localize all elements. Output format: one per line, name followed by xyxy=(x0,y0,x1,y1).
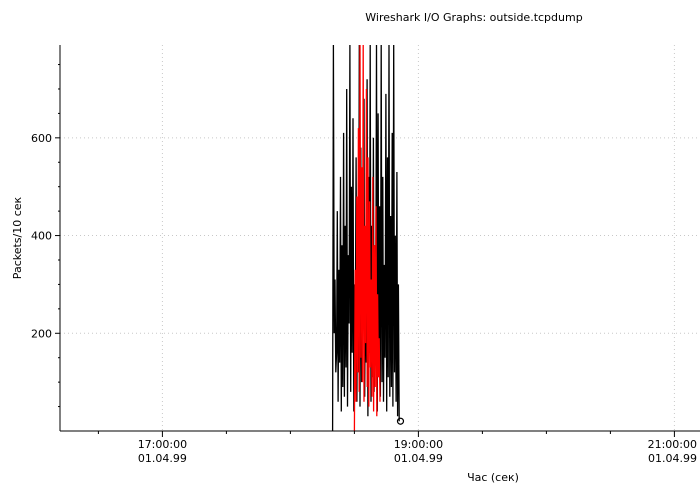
end-marker xyxy=(396,417,405,425)
series-lines xyxy=(331,44,405,432)
y-tick-label: 200 xyxy=(31,327,52,340)
x-tick-time: 17:00:00 xyxy=(138,438,187,451)
chart-title: Wireshark I/O Graphs: outside.tcpdump xyxy=(365,11,582,24)
x-tick-date: 01.04.99 xyxy=(394,452,443,465)
axis-ticks: 20040060017:00:0001.04.9919:00:0001.04.9… xyxy=(31,64,697,465)
x-tick-time: 19:00:00 xyxy=(394,438,443,451)
x-tick-date: 01.04.99 xyxy=(648,452,697,465)
x-tick-date: 01.04.99 xyxy=(138,452,187,465)
y-axis-label: Packets/10 сек xyxy=(11,196,24,279)
x-tick-time: 21:00:00 xyxy=(648,438,697,451)
x-axis-label: Час (сек) xyxy=(467,471,519,484)
y-tick-label: 600 xyxy=(31,132,52,145)
series-line-1 xyxy=(353,44,381,432)
y-tick-label: 400 xyxy=(31,230,52,243)
